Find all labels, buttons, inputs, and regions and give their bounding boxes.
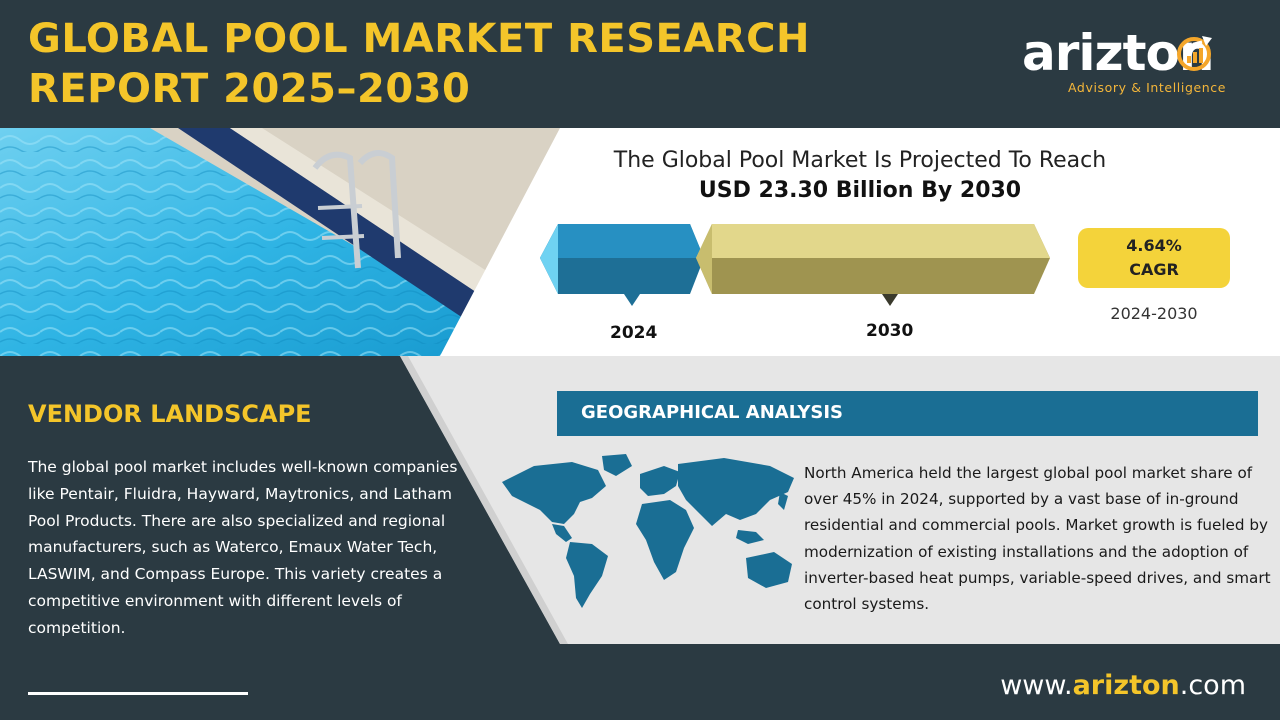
logo-tagline: Advisory & Intelligence (1068, 80, 1227, 95)
url-brand: arizton (1072, 670, 1180, 701)
cagr-badge: 4.64% CAGR (1078, 228, 1230, 288)
cagr-value: 4.64% (1126, 236, 1182, 255)
logo-wordmark: arizton (1022, 24, 1214, 82)
cagr-label: CAGR (1129, 260, 1179, 279)
footer-divider (28, 692, 248, 695)
header: GLOBAL POOL MARKET RESEARCH REPORT 2025–… (0, 0, 1280, 128)
website-link[interactable]: www.arizton.com (1000, 670, 1246, 701)
pool-photo (0, 128, 560, 356)
world-map-icon (502, 454, 794, 608)
geographical-analysis-banner: GEOGRAPHICAL ANALYSIS (557, 391, 1258, 436)
footer (0, 644, 1280, 720)
page-title: GLOBAL POOL MARKET RESEARCH REPORT 2025–… (28, 14, 810, 114)
logo-growth-icon (1177, 36, 1212, 71)
bar-2030 (696, 224, 1050, 306)
cagr-period: 2024-2030 (1110, 304, 1198, 323)
url-suffix: .com (1179, 670, 1246, 701)
projection-statement: The Global Pool Market Is Projected To R… (613, 148, 1107, 173)
year-label-2024: 2024 (610, 323, 658, 343)
geographical-analysis-text: North America held the largest global po… (804, 464, 1271, 614)
projection-value: USD 23.30 Billion By 2030 (698, 178, 1022, 203)
url-prefix: www. (1000, 670, 1073, 701)
arizton-logo: arizton Advisory & Intelligence (1022, 22, 1254, 102)
title-line-2: REPORT 2025–2030 (28, 66, 471, 112)
geographical-analysis-heading: GEOGRAPHICAL ANALYSIS (581, 402, 844, 423)
vendor-landscape-heading: VENDOR LANDSCAPE (28, 400, 312, 428)
bar-2024 (540, 224, 704, 306)
vendor-landscape-text: The global pool market includes well-kno… (28, 458, 458, 637)
growth-arrow-graphic (540, 224, 1050, 306)
year-label-2030: 2030 (866, 321, 914, 341)
title-line-1: GLOBAL POOL MARKET RESEARCH (28, 16, 810, 62)
